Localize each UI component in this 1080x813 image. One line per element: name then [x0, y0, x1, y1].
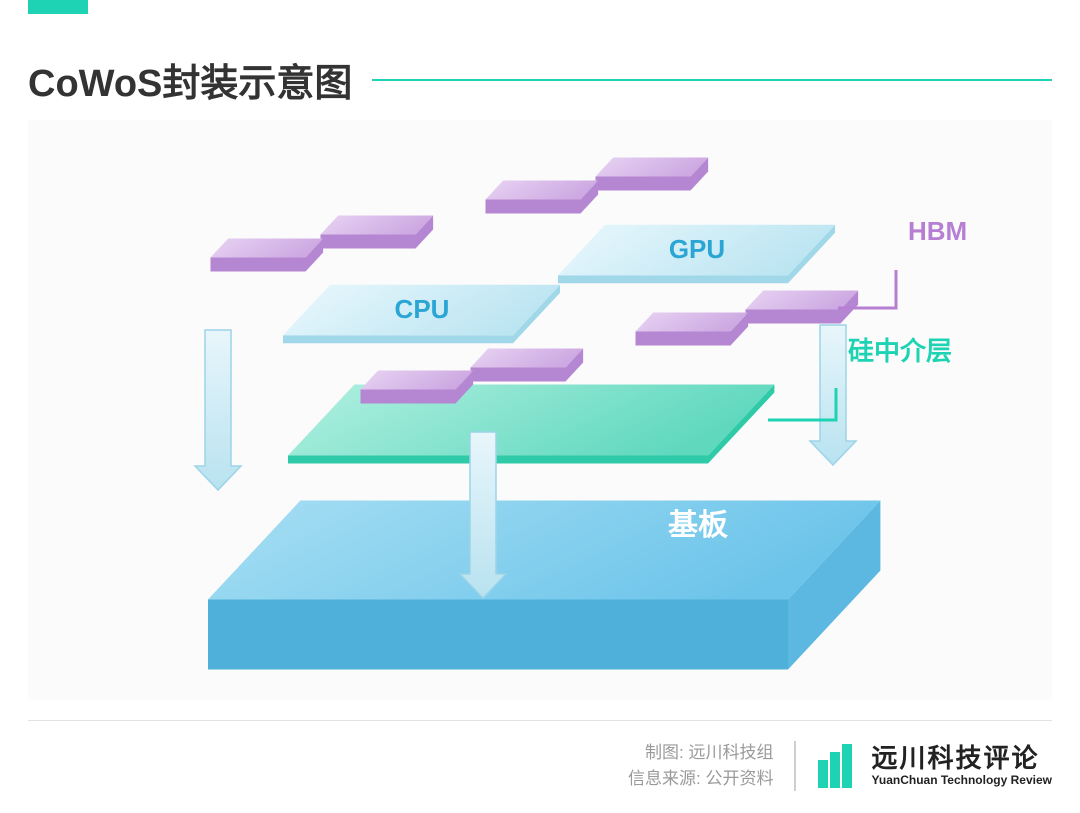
svg-text:硅中介层: 硅中介层 — [848, 336, 952, 366]
page-title: CoWoS封装示意图 — [28, 52, 352, 107]
credit-value: 远川科技组 — [689, 743, 774, 762]
brand-logo-icon — [816, 744, 860, 788]
title-underline — [372, 79, 1052, 81]
footer-brand: 远川科技评论 YuanChuan Technology Review — [816, 744, 1052, 788]
svg-text:CPU: CPU — [395, 294, 450, 324]
footer-divider — [794, 741, 796, 791]
diagram-area: CPU GPU HBM 硅中介层基板 — [28, 120, 1052, 700]
source-value: 公开资料 — [706, 769, 774, 788]
source-label: 信息来源: — [628, 769, 701, 788]
footer: 制图: 远川科技组 信息来源: 公开资料 远川科技评论 YuanChuan Te… — [628, 740, 1052, 791]
svg-text:GPU: GPU — [669, 234, 725, 264]
cowos-diagram: CPU GPU HBM 硅中介层基板 — [28, 120, 1052, 700]
brand-name-en: YuanChuan Technology Review — [872, 774, 1052, 788]
brand-name-cn: 远川科技评论 — [872, 744, 1052, 774]
svg-text:HBM: HBM — [908, 216, 967, 246]
credit-label: 制图: — [645, 743, 684, 762]
footer-rule — [28, 720, 1052, 721]
svg-text:基板: 基板 — [668, 509, 728, 542]
title-row: CoWoS封装示意图 — [28, 52, 1052, 107]
accent-bar — [28, 0, 88, 14]
footer-credits: 制图: 远川科技组 信息来源: 公开资料 — [628, 740, 773, 791]
